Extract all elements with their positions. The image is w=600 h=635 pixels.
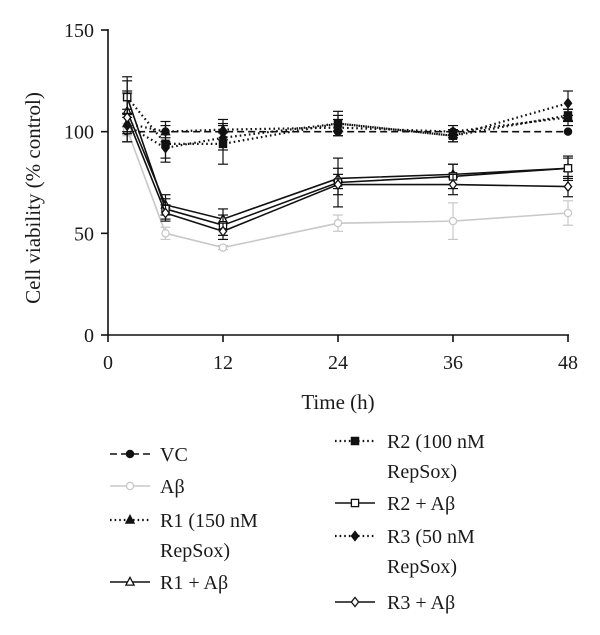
data-point [218, 132, 228, 144]
series-r3 [122, 90, 573, 159]
legend-label: RepSox) [387, 556, 457, 578]
legend-marker [124, 514, 136, 524]
y-tick-label: 50 [74, 223, 94, 245]
legend-item-r1ab: R1 + Aβ [110, 572, 228, 594]
legend-label: R2 + Aβ [387, 493, 455, 515]
y-tick-label: 150 [64, 20, 94, 42]
data-point [448, 178, 458, 191]
y-tick-label: 100 [64, 122, 94, 144]
legend-marker [125, 449, 135, 459]
data-point [563, 97, 573, 109]
data-point [218, 225, 228, 237]
legend-item-r1: R1 (150 nM RepSox) [110, 510, 258, 562]
legend-item-vc: VC [110, 444, 188, 466]
series-line [126, 102, 569, 150]
data-point [161, 142, 170, 154]
series-r1ab [121, 90, 574, 230]
legend-item-r2: R2 (100 nM RepSox) [335, 431, 485, 483]
data-point [333, 178, 343, 191]
data-point [563, 164, 573, 173]
x-tick-label: 48 [558, 352, 578, 374]
series-line [126, 96, 569, 145]
legend-marker [350, 530, 360, 542]
data-point [218, 243, 228, 252]
legend-marker [350, 436, 360, 446]
series-line [126, 96, 569, 227]
series-r3ab [122, 92, 573, 241]
data-point [563, 127, 573, 136]
legend-marker [125, 481, 135, 491]
data-point [448, 216, 458, 226]
data-point [161, 229, 170, 238]
series-line [126, 129, 569, 249]
legend-item-r3: R3 (50 nM RepSox) [335, 526, 475, 578]
series-abeta [122, 122, 573, 252]
data-point [333, 117, 343, 130]
series-layer [121, 76, 574, 252]
x-tick-label: 36 [443, 352, 463, 374]
x-axis-label: Time (h) [301, 390, 374, 414]
legend-label: RepSox) [387, 461, 457, 483]
series-r2 [122, 80, 573, 165]
legend-marker [124, 576, 136, 586]
legend-item-abeta: Aβ [110, 476, 185, 498]
legend-item-r3ab: R3 + Aβ [335, 592, 455, 614]
x-tick-label: 12 [213, 352, 233, 374]
y-tick-label: 0 [84, 325, 94, 347]
x-tick-label: 24 [328, 352, 348, 374]
axes: 0 12 24 36 48 0 50 100 150 [64, 20, 578, 374]
data-point [122, 111, 132, 124]
data-point [448, 130, 458, 142]
legend-label: R2 (100 nM [387, 431, 485, 453]
legend-label: Aβ [160, 476, 185, 498]
y-axis-label: Cell viability (% control) [21, 92, 45, 304]
legend-item-r2ab: R2 + Aβ [335, 493, 455, 515]
data-point [563, 208, 573, 218]
legend-label: R3 + Aβ [387, 592, 455, 614]
legend-label: RepSox) [160, 540, 230, 562]
legend-marker [350, 596, 360, 608]
data-point [333, 218, 343, 228]
data-point [161, 207, 170, 219]
legend-label: R3 (50 nM [387, 526, 475, 548]
legend-label: R1 + Aβ [160, 572, 228, 594]
legend-label: VC [160, 444, 188, 466]
x-tick-label: 0 [103, 352, 113, 374]
series-line [126, 117, 569, 233]
legend-label: R1 (150 nM [160, 510, 258, 532]
legend: VC Aβ R1 (150 nM RepSox) R1 + Aβ R2 (100 nM Re… [110, 431, 485, 614]
data-point [563, 180, 573, 193]
legend-marker [350, 498, 360, 508]
